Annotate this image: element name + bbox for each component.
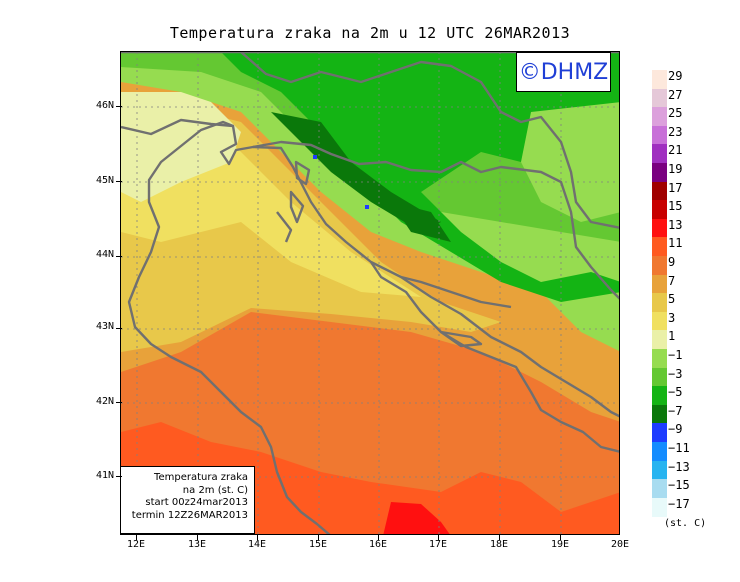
legend-label: −5 — [668, 385, 683, 400]
legend-swatch — [652, 70, 667, 89]
field-cool-ne — [521, 102, 619, 222]
temperature-field — [121, 52, 619, 534]
legend-label: −9 — [668, 422, 683, 437]
legend-label: −11 — [668, 441, 690, 455]
legend-swatch — [652, 274, 667, 294]
legend-label: −1 — [668, 348, 683, 362]
lat-tick — [116, 256, 122, 257]
lat-tick — [116, 402, 122, 403]
lon-tick — [378, 535, 379, 540]
info-line-4: termin 12Z26MAR2013 — [131, 509, 248, 521]
dhmz-logo: ©DHMZ — [516, 52, 611, 92]
info-line-1: Temperatura zraka — [154, 472, 248, 483]
legend-label: 3 — [668, 310, 676, 325]
legend-swatch — [652, 88, 667, 108]
info-line-2: na 2m (st. C) — [182, 484, 248, 496]
lat-label-42: 42N — [95, 396, 114, 407]
lon-tick — [560, 535, 561, 540]
lon-tick — [257, 535, 258, 540]
legend-label: 5 — [668, 292, 676, 307]
lon-tick — [318, 535, 319, 540]
legend-swatch — [652, 256, 667, 275]
legend-swatch — [652, 423, 667, 443]
legend-label: 19 — [668, 162, 683, 176]
legend-label: −3 — [668, 366, 683, 381]
legend-label: −13 — [668, 459, 690, 474]
lat-lon-grid — [121, 52, 619, 534]
lat-label-41: 41N — [95, 470, 114, 481]
lon-tick — [197, 535, 198, 540]
legend-swatch — [652, 218, 667, 238]
field-cold-dark — [271, 112, 441, 232]
legend-label: 17 — [668, 180, 683, 195]
info-line-3: start 00z24mar2013 — [145, 497, 248, 508]
legend-swatch — [652, 460, 667, 480]
legend-label: 27 — [668, 87, 683, 102]
legend-swatch — [652, 367, 667, 387]
legend-label: −15 — [668, 478, 690, 493]
legend-swatch — [652, 181, 667, 201]
legend-swatch — [652, 107, 667, 127]
legend-swatch — [652, 349, 667, 368]
field-hottest-spot — [383, 502, 450, 534]
legend-swatch — [652, 311, 667, 331]
lat-tick — [116, 476, 122, 477]
legend-swatch — [652, 330, 667, 350]
lat-tick — [116, 106, 122, 107]
lon-label-19: 19E — [550, 539, 570, 550]
legend-label: 29 — [668, 69, 683, 83]
legend-swatch — [652, 293, 667, 313]
legend-swatch — [652, 479, 667, 499]
lon-label-18: 18E — [489, 539, 509, 550]
field-frost — [221, 52, 619, 302]
lat-label-43: 43N — [95, 321, 114, 332]
legend-label: 13 — [668, 217, 683, 232]
field-cold-dark-2 — [391, 202, 451, 242]
legend-label: 7 — [668, 273, 676, 288]
legend-label: 9 — [668, 255, 676, 269]
legend-units: (st. C) — [664, 518, 707, 529]
legend-swatch — [652, 125, 667, 145]
legend-label: 25 — [668, 106, 683, 121]
lat-tick — [116, 328, 122, 329]
legend-swatch — [652, 237, 667, 257]
legend-swatch — [652, 144, 667, 164]
legend-label: 23 — [668, 124, 683, 139]
legend-swatch — [652, 386, 667, 406]
legend-swatch — [652, 200, 667, 220]
legend-label: 21 — [668, 143, 683, 158]
map-title: Temperatura zraka na 2m u 12 UTC 26MAR20… — [169, 24, 571, 42]
lon-label-15: 15E — [308, 539, 328, 550]
legend-label: −7 — [668, 403, 683, 418]
lon-tick — [136, 535, 137, 540]
lon-label-16: 16E — [368, 539, 388, 550]
legend-label: −17 — [668, 496, 690, 511]
temperature-map — [120, 51, 620, 535]
lon-label-17: 17E — [428, 539, 448, 550]
legend-swatch — [652, 442, 667, 461]
lat-label-44: 44N — [95, 249, 114, 260]
lat-label-46: 46N — [95, 100, 114, 111]
legend-label: 15 — [668, 199, 683, 214]
lon-label-12: 12E — [126, 539, 146, 550]
lon-tick — [499, 535, 500, 540]
legend-swatch — [652, 497, 667, 517]
blue-points — [313, 155, 369, 209]
legend-swatch — [652, 163, 667, 182]
lon-label-20: 20E — [610, 539, 630, 550]
lat-label-45: 45N — [95, 175, 114, 186]
legend-label: 11 — [668, 236, 683, 251]
lon-label-14: 14E — [247, 539, 267, 550]
lat-tick — [116, 181, 122, 182]
coastlines — [121, 52, 619, 534]
legend-label: 1 — [668, 329, 676, 344]
lon-label-13: 13E — [187, 539, 207, 550]
legend-swatch — [652, 404, 667, 424]
forecast-info-box: Temperatura zraka na 2m (st. C) start 00… — [120, 466, 255, 534]
lon-tick — [438, 535, 439, 540]
